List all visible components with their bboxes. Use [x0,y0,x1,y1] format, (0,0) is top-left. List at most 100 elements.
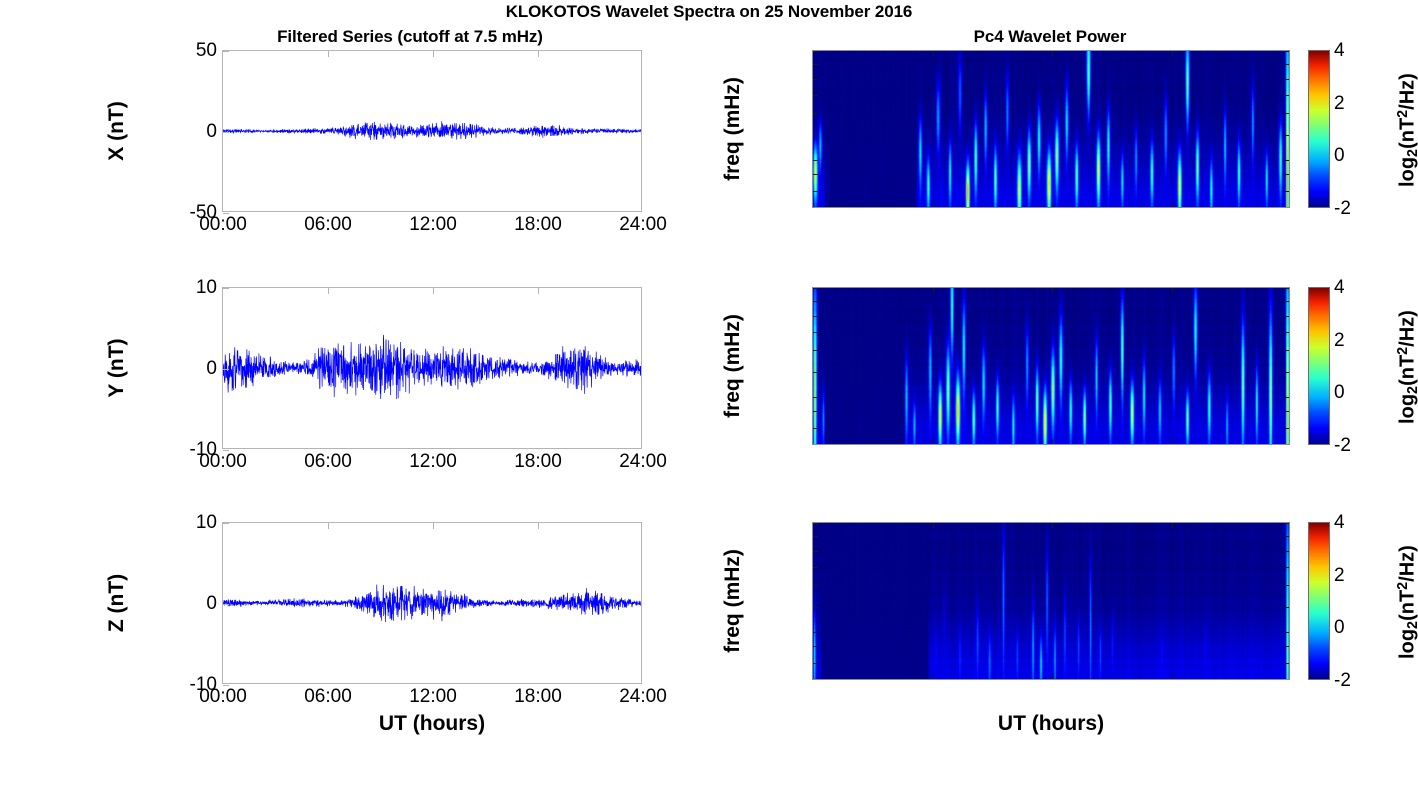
freq-tick-mark [1284,427,1289,429]
spectrogram-image-z [813,523,1289,679]
xtick-label: 12:00 [409,451,457,472]
freq-tick-mark [1284,78,1289,80]
ytick-mark [223,51,229,52]
freq-tick-mark [1284,566,1289,568]
ytick-mark [223,604,229,605]
freq-tick-mark [813,64,818,66]
ytick-label: 0 [206,121,217,142]
freq-tick-mark [813,550,818,552]
ytick-mark [223,450,229,451]
timeseries-axes-z: 10 0 -10 00:00 06:00 12:00 18:00 24:00 [190,512,667,707]
colorbar-tick-label: 2 [1334,564,1345,586]
colorbar-tick-label: 0 [1334,617,1345,639]
spectrogram-image-y [813,288,1289,444]
spectrogram-axes-y: 2220181614121098700:0006:0012:0018:0000:… [812,287,1290,445]
colorbar-tick-label: 0 [1334,145,1345,167]
freq-tick-mark [1284,631,1289,633]
spec-xtick-mark [1171,439,1173,444]
ytick-mark [223,213,229,214]
freq-axis-label-z: freq (mHz) [721,549,744,653]
freq-tick-mark [1284,606,1289,608]
spec-xtick-mark [1052,674,1053,679]
left-column-title: Filtered Series (cutoff at 7.5 mHz) [277,27,543,46]
xtick-label: 12:00 [409,214,457,235]
freq-tick-mark [1284,396,1289,398]
spec-xtick-mark [1052,439,1053,444]
freq-tick-mark [813,113,818,115]
freq-tick-mark [813,134,818,136]
freq-tick-mark [1284,288,1289,289]
freq-tick-mark [1284,301,1289,303]
ylabel-y: Y (nT) [105,338,128,398]
colorbar-label-y: log2(nT2/Hz) [1394,310,1418,424]
freq-tick-mark [813,159,818,161]
ytick-mark [223,132,229,133]
ytick-label: -10 [189,674,217,695]
colorbar-x: 4 2 0 -2 [1308,40,1351,219]
timeseries-trace-x [223,121,641,140]
ytick-mark [223,288,229,289]
freq-tick-mark [813,523,818,524]
colorbar-tick-label: 2 [1334,92,1345,114]
xtick-label: 24:00 [619,451,667,472]
freq-tick-mark [1284,113,1289,115]
ytick-label: -50 [189,202,217,223]
spectrogram-axes-x: 2220181614121098700:0006:0012:0018:0000:… [812,50,1290,208]
spec-xtick-mark [1171,202,1173,207]
colorbar-tick-label: -2 [1334,435,1351,456]
xtick-mark [538,523,539,529]
xlabel-right: UT (hours) [997,712,1105,735]
xlabel-left: UT (hours) [378,712,486,735]
xtick-label: 18:00 [514,214,562,235]
xtick-mark [433,523,434,529]
xtick-label: 00:00 [199,214,247,235]
timeseries-trace-y [223,334,641,400]
ytick-mark [223,369,229,370]
xtick-label: 18:00 [514,451,562,472]
xtick-mark [328,51,329,57]
freq-tick-mark [813,288,818,289]
freq-tick-mark [1284,315,1289,317]
freq-tick-mark [1284,523,1289,524]
spec-xtick-mark [932,202,934,207]
xtick-label: 12:00 [409,686,457,707]
ylabel-x: X (nT) [105,101,128,161]
freq-tick-mark [1284,371,1289,373]
right-column-title: Pc4 Wavelet Power [973,27,1127,46]
freq-tick-mark [1284,331,1289,333]
ytick-label: 0 [206,593,217,614]
freq-tick-mark [1284,411,1289,413]
timeseries-trace-z [223,584,641,623]
freq-tick-mark [813,646,818,648]
ytick-label: 10 [195,277,217,298]
xtick-mark [433,288,434,294]
freq-tick-mark [1284,134,1289,136]
freq-tick-mark [813,315,818,317]
freq-tick-mark [813,94,818,96]
spec-xtick-mark [1171,523,1173,528]
ytick-mark [223,523,229,524]
ytick-label: 10 [195,512,217,533]
freq-tick-mark [1284,585,1289,587]
xtick-label: 24:00 [619,214,667,235]
ytick-label: -10 [189,439,217,460]
xtick-label: 00:00 [199,686,247,707]
xtick-label: 00:00 [199,451,247,472]
xtick-mark [328,523,329,529]
freq-tick-mark [813,411,818,413]
ylabel-z: Z (nT) [105,573,128,633]
xtick-label: 24:00 [619,686,667,707]
ytick-label: 50 [195,40,217,61]
ytick-label: 0 [206,358,217,379]
freq-tick-mark [813,631,818,633]
freq-tick-mark [813,371,818,373]
freq-tick-mark [813,585,818,587]
xtick-label: 06:00 [304,686,352,707]
freq-tick-mark [813,350,818,352]
freq-tick-mark [813,78,818,80]
xtick-mark [538,288,539,294]
ytick-mark [223,685,229,686]
freq-tick-mark [813,662,818,664]
freq-tick-mark [1284,174,1289,176]
